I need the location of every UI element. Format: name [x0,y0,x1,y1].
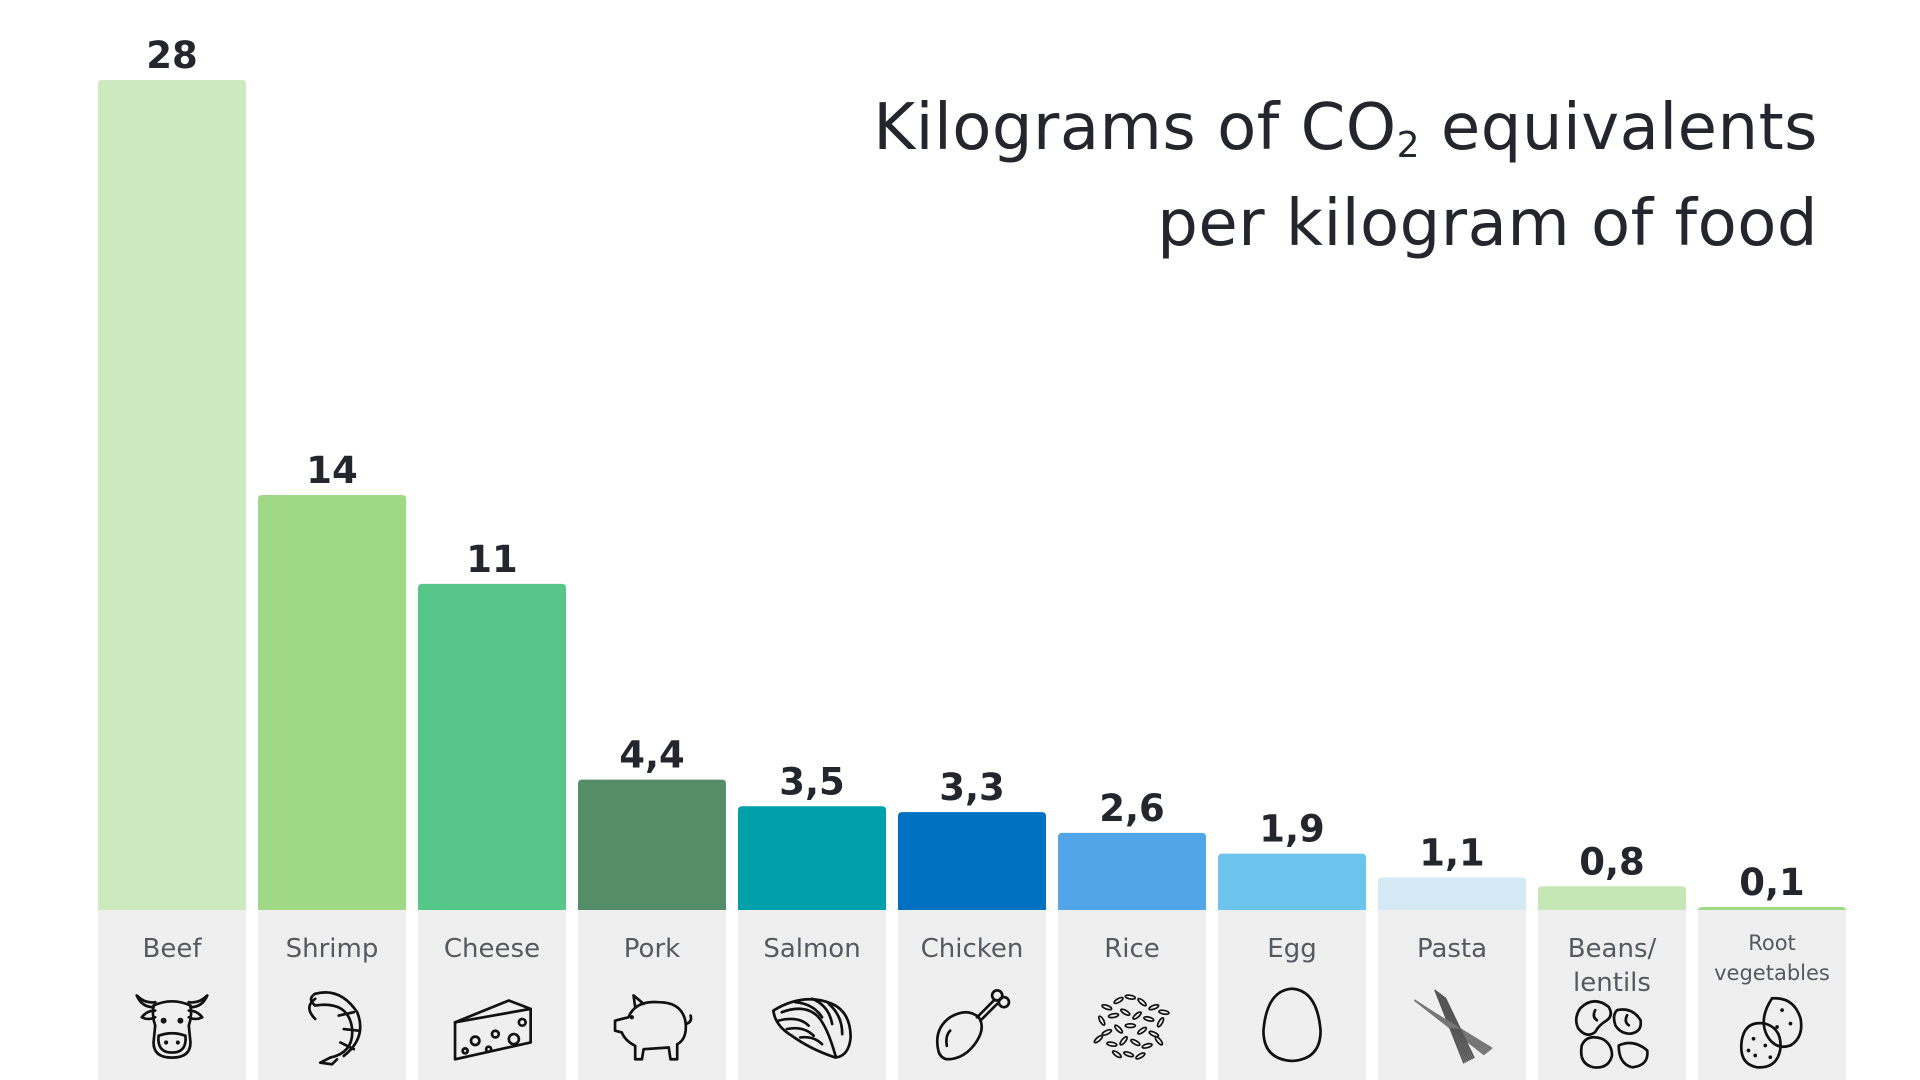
category-panel [578,910,726,1080]
bar [98,80,246,910]
category-label: Beef [143,934,203,964]
pasta-icon [1414,989,1493,1064]
value-label: 0,8 [1579,840,1645,883]
value-label: 28 [146,34,198,77]
value-label: 3,5 [779,760,845,803]
value-label: 14 [306,449,358,492]
shrimp-icon [307,991,362,1066]
category-label: Beans/ [1568,934,1657,964]
beans-icon [1574,999,1649,1069]
egg-icon [1262,987,1322,1063]
bar-group-beef: 28 Beef [98,34,246,1080]
cow-icon [135,994,209,1059]
category-label: Pork [624,934,680,964]
category-label: Pasta [1417,934,1487,964]
bar-group-pork: 4,4 Pork [578,734,726,1080]
category-label: Rice [1104,934,1160,964]
bar-group-egg: 1,9 Egg [1218,808,1366,1080]
chicken-leg-icon [935,989,1011,1061]
bar [1698,907,1846,911]
category-label: lentils [1573,968,1651,998]
pig-icon [613,994,693,1061]
category-label: Shrimp [286,934,379,964]
category-panel [738,910,886,1080]
value-label: 11 [466,538,518,581]
bar-group-salmon: 3,5 Salmon [738,760,886,1080]
bar [1218,853,1366,910]
bar-group-root-vegetables: 0,1 Root vegetables [1698,861,1846,1080]
bar [898,812,1046,910]
bar-group-cheese: 11 Cheese [418,538,566,1080]
bar-group-shrimp: 14 Shrimp [258,449,406,1080]
bar [578,779,726,910]
category-label: Chicken [921,934,1024,964]
bar [1378,877,1526,910]
bar-group-chicken: 3,3 Chicken [898,766,1046,1080]
potato-icon [1739,997,1803,1069]
value-label: 4,4 [619,734,685,777]
category-panel [1698,910,1846,1080]
value-label: 3,3 [939,766,1005,809]
chart-title: Kilograms of CO2 equivalents per kilogra… [873,80,1818,272]
value-label: 1,1 [1419,831,1485,874]
bar [258,495,406,910]
bar-group-beans-lentils: 0,8 Beans/lentils [1538,840,1686,1080]
value-label: 2,6 [1099,787,1165,830]
bar [418,583,566,910]
cheese-icon [453,999,532,1061]
bar [738,806,886,910]
bar-group-rice: 2,6 Rice [1058,787,1206,1080]
category-panel [258,910,406,1080]
bar [1538,886,1686,910]
category-label: Cheese [444,934,540,964]
rice-grains-icon [1093,994,1170,1060]
category-panel [898,910,1046,1080]
category-label: vegetables [1714,961,1830,985]
bar [1058,832,1206,910]
chart-title-line-1: Kilograms of CO2 equivalents [873,91,1818,166]
category-panel [1218,910,1366,1080]
category-label: Salmon [763,934,860,964]
salmon-fillet-icon [772,997,852,1059]
value-label: 0,1 [1739,861,1805,904]
chart-title-line-2: per kilogram of food [1157,187,1818,261]
category-label: Egg [1267,934,1316,964]
category-label: Root [1748,931,1796,955]
bar-group-pasta: 1,1 Pasta [1378,831,1526,1080]
value-label: 1,9 [1259,808,1325,851]
category-panel [1378,910,1526,1080]
